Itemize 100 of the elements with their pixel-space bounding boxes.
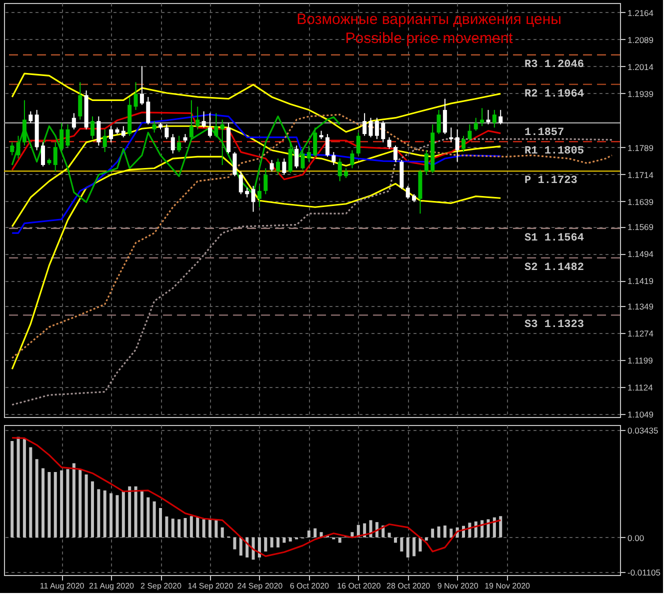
bar — [171, 518, 174, 538]
y-tick-label: 1.1714 — [628, 170, 654, 180]
line-series — [11, 112, 502, 180]
ref-line-label: R2 1.1964 — [524, 88, 584, 100]
bar — [437, 526, 440, 538]
bar — [394, 537, 397, 543]
bar — [246, 537, 249, 558]
bar — [412, 537, 416, 556]
bar — [78, 469, 82, 538]
candlestick — [134, 82, 138, 110]
y-tick-label: 1.1124 — [628, 382, 654, 392]
bar — [97, 489, 100, 538]
bar — [480, 520, 484, 538]
candlestick — [264, 168, 268, 195]
x-tick-label: 6 Oct 2020 — [290, 582, 330, 590]
x-tick-label: 16 Oct 2020 — [337, 582, 382, 590]
bar — [258, 537, 261, 558]
candlestick — [146, 96, 150, 125]
candlestick — [28, 110, 33, 124]
bar — [474, 521, 478, 538]
bar — [10, 440, 14, 538]
ref-line-label: R1 1.1805 — [524, 146, 584, 158]
candlestick — [10, 142, 14, 156]
bar — [388, 532, 391, 538]
candlestick — [498, 109, 503, 125]
bar — [338, 537, 342, 543]
bar — [264, 537, 268, 552]
candlestick — [270, 159, 274, 172]
candlestick — [164, 124, 169, 140]
candlestick — [140, 66, 144, 106]
ref-line-label: R3 1.2046 — [524, 58, 584, 71]
candlestick — [245, 187, 250, 198]
bar — [276, 537, 280, 548]
bar — [486, 519, 490, 538]
candlestick — [177, 135, 182, 153]
bar — [208, 519, 212, 538]
candlestick — [22, 100, 26, 146]
bar — [90, 481, 94, 538]
candlestick — [189, 100, 194, 140]
candlestick — [238, 170, 243, 195]
bar — [152, 501, 156, 538]
y-tick-label: 0.03435 — [628, 425, 658, 436]
bar — [42, 468, 45, 538]
bar — [122, 491, 125, 538]
candlestick — [282, 158, 286, 176]
candlestick — [53, 142, 58, 172]
bar — [214, 519, 218, 538]
candlestick — [196, 106, 200, 130]
bar — [184, 518, 187, 538]
candlestick — [78, 82, 82, 120]
bar — [66, 469, 70, 538]
candlestick — [424, 150, 428, 176]
candlestick — [381, 120, 386, 143]
x-tick-label: 14 Sep 2020 — [188, 582, 234, 590]
bar — [134, 486, 138, 538]
bar — [233, 537, 236, 550]
x-tick-label: 2 Sep 2020 — [140, 582, 182, 590]
y-tick-label: 1.1349 — [628, 301, 654, 312]
candlestick — [462, 135, 466, 153]
bar — [72, 463, 76, 538]
candlestick — [306, 145, 311, 162]
candlestick — [300, 150, 305, 170]
y-tick-label: 1.2014 — [628, 62, 654, 72]
ref-line-label: S1 1.1564 — [524, 232, 584, 244]
x-tick-label: 28 Oct 2020 — [386, 582, 431, 590]
bar — [140, 491, 144, 538]
bar — [16, 436, 20, 538]
candlestick — [72, 112, 76, 130]
bar — [190, 516, 193, 538]
candlestick — [492, 109, 496, 128]
candlestick — [102, 128, 107, 153]
candlestick — [170, 134, 175, 154]
candlestick — [294, 145, 299, 169]
candlestick — [436, 109, 441, 135]
bar — [499, 516, 502, 538]
bar — [369, 520, 372, 538]
bar — [424, 537, 428, 541]
candlestick — [362, 112, 367, 136]
bar — [443, 526, 446, 538]
candlestick — [208, 112, 212, 138]
candlestick — [480, 108, 484, 127]
x-tick-label: 24 Sep 2020 — [237, 582, 284, 590]
bar — [165, 516, 168, 538]
bar — [84, 474, 88, 538]
candlestick — [338, 158, 342, 182]
bar — [220, 527, 224, 538]
x-tick-label: 11 Aug 2020 — [40, 582, 85, 590]
ref-line-label: S2 1.1482 — [524, 262, 584, 274]
candlestick — [474, 117, 478, 132]
candlestick — [220, 119, 224, 166]
candlestick — [288, 142, 292, 174]
y-tick-label: 1.1419 — [628, 276, 654, 286]
candlestick — [90, 116, 94, 140]
y-tick-label: 1.2089 — [628, 34, 654, 45]
y-tick-label: 1.1494 — [628, 249, 654, 260]
candlestick — [214, 112, 218, 138]
y-tick-label: 1.2164 — [628, 8, 654, 18]
x-tick-label: 21 Aug 2020 — [89, 582, 135, 590]
bar — [22, 439, 26, 538]
candlestick — [332, 152, 336, 166]
